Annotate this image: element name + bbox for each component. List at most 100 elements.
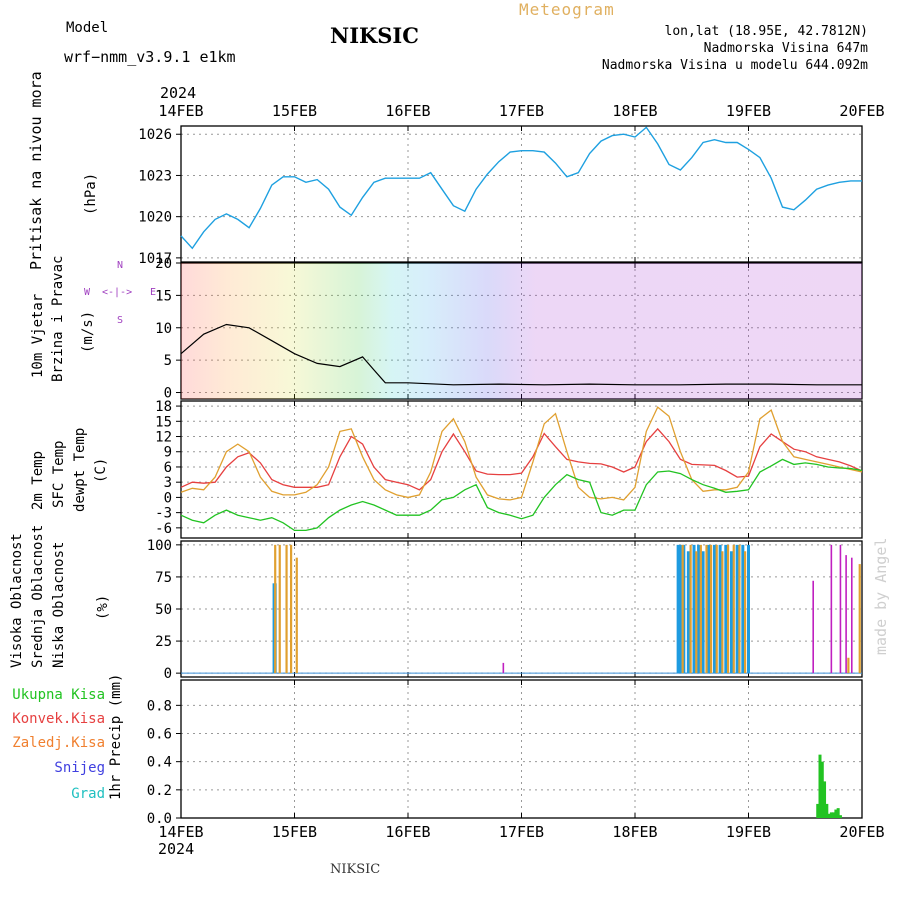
y-tick-label: 5	[164, 353, 172, 369]
mid-cloud-bar	[732, 544, 735, 674]
x-tick-label-bottom: 18FEB	[612, 823, 657, 841]
elevation-label: Nadmorska Visina 647m	[703, 41, 868, 56]
cloud-units: (%)	[95, 594, 111, 620]
x-tick-label-top: 19FEB	[726, 102, 771, 120]
model-elevation-label: Nadmorska Visina u modelu 644.092m	[601, 58, 868, 73]
y-tick-label: 15	[155, 414, 172, 430]
y-tick-label: -6	[155, 521, 172, 537]
high-cloud-bar	[707, 544, 711, 674]
model-name: wrf−nmm_v3.9.1 e1km	[64, 48, 236, 66]
y-tick-label: 10	[155, 321, 172, 337]
precip-ylabel: 1hr Precip (mm)	[108, 673, 124, 800]
mid-cloud-bar	[274, 544, 277, 674]
y-tick-label: 50	[155, 602, 172, 618]
low-cloud-bar	[845, 555, 847, 674]
y-tick-label: 15	[155, 288, 172, 304]
temp-ylabel-1: 2m Temp	[30, 450, 46, 510]
precip-bar	[834, 809, 838, 818]
high-cloud-bar	[692, 544, 696, 674]
x-tick-label-bottom: 20FEB	[839, 823, 884, 841]
wind-ylabel-2: Brzina i Pravac	[50, 255, 66, 382]
precip-bar	[836, 808, 840, 818]
high-cloud-bar	[676, 544, 680, 674]
mid-cloud-bar	[681, 544, 684, 674]
y-tick-label: 0.4	[147, 755, 172, 771]
precip-bar	[829, 812, 833, 818]
wind-units: (m/s)	[80, 310, 96, 353]
credit-label: made by Angel	[872, 537, 890, 655]
mid-cloud-bar	[738, 544, 741, 674]
panel-frame	[180, 540, 863, 678]
mid-cloud-bar	[721, 551, 724, 674]
model-label: Model	[66, 20, 109, 36]
mid-cloud-bar	[278, 544, 281, 674]
mid-cloud-bar	[689, 544, 692, 674]
y-tick-label: 1023	[138, 168, 172, 184]
product-title: Meteogram	[519, 0, 615, 19]
precip-bar	[816, 803, 820, 818]
legend-total-rain: Ukupna Kisa	[12, 687, 105, 703]
dewpoint-line	[180, 458, 863, 532]
cloud-ylabel-2: Srednja Oblacnost	[30, 524, 46, 668]
precip-bar	[827, 813, 831, 818]
precip-bar	[818, 754, 822, 818]
wind-ylabel-1: 10m Vjetar	[30, 293, 46, 378]
high-cloud-bar	[747, 544, 750, 674]
wind-barb-field	[181, 263, 862, 399]
y-tick-label: 0	[164, 490, 172, 506]
pressure-units: (hPa)	[83, 172, 99, 215]
precip-bar	[823, 781, 827, 818]
x-tick-label-top: 15FEB	[272, 102, 317, 120]
mid-cloud-bar	[295, 557, 298, 674]
legend-hail: Grad	[71, 786, 105, 802]
high-cloud-bar	[741, 544, 745, 674]
y-tick-label: 1026	[138, 127, 172, 143]
station-title: NIKSIC	[330, 23, 419, 48]
low-cloud-bar	[850, 557, 853, 674]
mid-cloud-bar	[695, 551, 698, 674]
mid-cloud-bar	[289, 544, 293, 674]
wind-legend-east: E	[150, 287, 157, 298]
high-cloud-bar	[697, 544, 701, 674]
panel-frame	[180, 679, 863, 819]
year-bottom: 2024	[158, 840, 195, 858]
high-cloud-bar	[701, 551, 705, 674]
high-cloud-bar	[686, 551, 690, 674]
y-tick-label: 25	[155, 634, 172, 650]
x-tick-label-bottom: 16FEB	[385, 823, 430, 841]
y-tick-label: 0	[164, 666, 172, 682]
low-cloud-bar	[839, 544, 842, 674]
pressure-ylabel: Pritisak na nivou mora	[27, 71, 45, 270]
x-tick-label-top: 14FEB	[158, 102, 203, 120]
footer-station: NIKSIC	[330, 862, 381, 877]
precip-bar	[820, 761, 824, 818]
precip-bar	[825, 803, 829, 818]
temp-ylabel-3: dewpt Temp	[72, 427, 88, 512]
cloud-ylabel-3: Niska Oblacnost	[51, 541, 67, 668]
wind-barbs-tint	[181, 263, 862, 399]
wind-legend-north: N	[117, 260, 124, 271]
x-tick-label-top: 20FEB	[839, 102, 884, 120]
high-cloud-bar	[718, 544, 722, 674]
mid-cloud-bar	[858, 564, 861, 674]
wind-legend-west: W	[84, 287, 91, 298]
x-tick-label-top: 16FEB	[385, 102, 430, 120]
high-cloud-bar	[724, 544, 728, 674]
precip-bar	[838, 815, 842, 818]
pressure-line	[180, 126, 862, 250]
y-tick-label: 100	[147, 538, 172, 554]
legend-freezing-rain: Zaledj.Kisa	[12, 735, 105, 751]
y-tick-label: 12	[155, 430, 172, 446]
mid-cloud-bar	[726, 544, 730, 674]
y-tick-label: -3	[155, 506, 172, 522]
y-tick-label: 0.6	[147, 727, 172, 743]
sfc-temp-line	[180, 406, 863, 501]
x-tick-label-bottom: 17FEB	[499, 823, 544, 841]
legend-snow: Snijeg	[54, 760, 105, 776]
y-tick-label: 18	[155, 399, 172, 415]
y-tick-label: 1017	[138, 251, 172, 267]
mid-cloud-bar	[715, 544, 718, 674]
y-tick-label: 1020	[138, 210, 172, 226]
y-tick-label: 0.0	[147, 811, 172, 827]
panel-frame	[180, 125, 863, 263]
